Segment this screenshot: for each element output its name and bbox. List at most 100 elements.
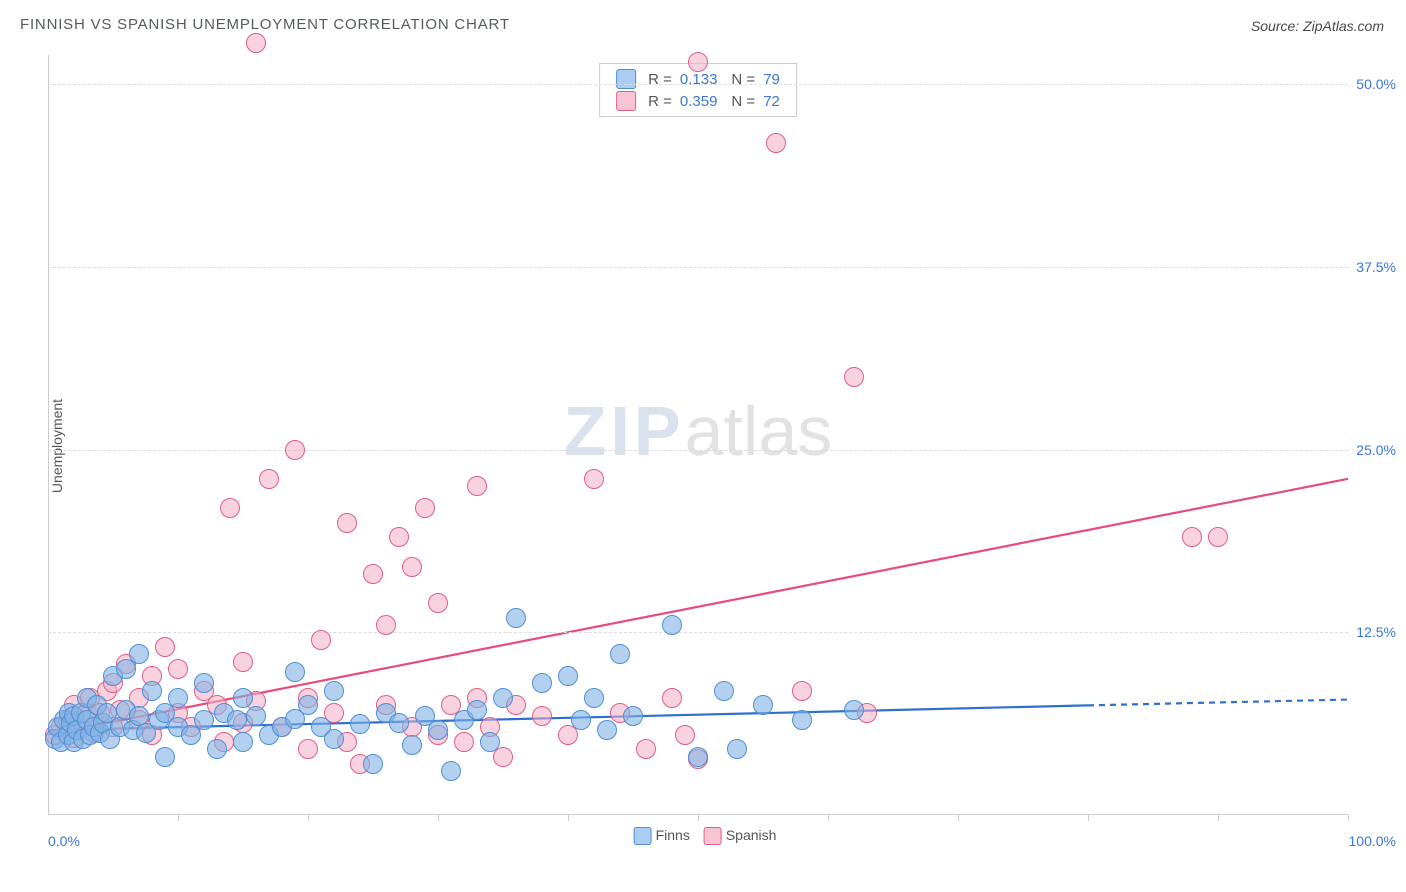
data-point-finns — [753, 695, 773, 715]
data-point-finns — [129, 644, 149, 664]
r-value: 0.359 — [676, 90, 722, 112]
data-point-spanish — [298, 739, 318, 759]
data-point-spanish — [428, 593, 448, 613]
y-axis — [48, 55, 49, 815]
trend-line — [1088, 700, 1348, 706]
data-point-finns — [623, 706, 643, 726]
x-tick — [828, 815, 829, 821]
data-point-finns — [350, 714, 370, 734]
data-point-finns — [194, 710, 214, 730]
data-point-finns — [467, 700, 487, 720]
n-value: 79 — [759, 68, 784, 90]
x-tick — [568, 815, 569, 821]
data-point-spanish — [415, 498, 435, 518]
chart-plot-area: ZIPatlas R =0.133N =79R =0.359N =72 Finn… — [48, 55, 1348, 815]
data-point-finns — [493, 688, 513, 708]
data-point-spanish — [233, 652, 253, 672]
n-label: N = — [721, 68, 759, 90]
y-tick-label: 25.0% — [1356, 442, 1396, 458]
y-tick-label: 12.5% — [1356, 624, 1396, 640]
x-axis-max-label: 100.0% — [1349, 833, 1396, 849]
data-point-finns — [610, 644, 630, 664]
data-point-finns — [597, 720, 617, 740]
data-point-finns — [227, 710, 247, 730]
gridline — [48, 450, 1348, 451]
gridline — [48, 84, 1348, 85]
x-tick — [698, 815, 699, 821]
chart-title: FINNISH VS SPANISH UNEMPLOYMENT CORRELAT… — [20, 16, 510, 33]
data-point-spanish — [389, 527, 409, 547]
data-point-finns — [142, 681, 162, 701]
data-point-finns — [233, 688, 253, 708]
data-point-finns — [688, 747, 708, 767]
data-point-finns — [441, 761, 461, 781]
data-point-spanish — [168, 659, 188, 679]
n-value: 72 — [759, 90, 784, 112]
data-point-spanish — [662, 688, 682, 708]
x-tick — [1088, 815, 1089, 821]
data-point-finns — [324, 681, 344, 701]
data-point-spanish — [1182, 527, 1202, 547]
data-point-spanish — [688, 52, 708, 72]
series-legend: Finns Spanish — [620, 827, 777, 845]
legend-swatch — [616, 91, 636, 111]
data-point-spanish — [467, 476, 487, 496]
data-point-spanish — [337, 513, 357, 533]
data-point-spanish — [402, 557, 422, 577]
r-label: R = — [644, 68, 676, 90]
data-point-finns — [402, 735, 422, 755]
legend-label: Finns — [656, 827, 690, 843]
data-point-spanish — [844, 367, 864, 387]
watermark-bold: ZIP — [564, 392, 685, 470]
data-point-finns — [727, 739, 747, 759]
x-tick — [1218, 815, 1219, 821]
data-point-spanish — [454, 732, 474, 752]
watermark-light: atlas — [685, 392, 833, 470]
data-point-spanish — [363, 564, 383, 584]
r-label: R = — [644, 90, 676, 112]
x-tick — [308, 815, 309, 821]
data-point-finns — [714, 681, 734, 701]
source-label: Source: ZipAtlas.com — [1251, 18, 1384, 34]
data-point-spanish — [1208, 527, 1228, 547]
x-axis-min-label: 0.0% — [48, 833, 80, 849]
data-point-spanish — [246, 33, 266, 53]
data-point-finns — [207, 739, 227, 759]
data-point-spanish — [532, 706, 552, 726]
data-point-finns — [506, 608, 526, 628]
x-tick — [958, 815, 959, 821]
data-point-finns — [389, 713, 409, 733]
legend-swatch — [616, 69, 636, 89]
data-point-finns — [233, 732, 253, 752]
data-point-spanish — [675, 725, 695, 745]
watermark: ZIPatlas — [564, 391, 833, 471]
gridline — [48, 632, 1348, 633]
data-point-spanish — [285, 440, 305, 460]
x-tick — [1348, 815, 1349, 821]
data-point-finns — [662, 615, 682, 635]
data-point-spanish — [220, 498, 240, 518]
data-point-spanish — [792, 681, 812, 701]
data-point-spanish — [311, 630, 331, 650]
gridline — [48, 267, 1348, 268]
data-point-finns — [584, 688, 604, 708]
legend-swatch — [704, 827, 722, 845]
y-tick-label: 37.5% — [1356, 259, 1396, 275]
data-point-finns — [168, 688, 188, 708]
data-point-finns — [298, 695, 318, 715]
data-point-finns — [480, 732, 500, 752]
data-point-spanish — [584, 469, 604, 489]
data-point-finns — [363, 754, 383, 774]
data-point-spanish — [259, 469, 279, 489]
y-tick-label: 50.0% — [1356, 76, 1396, 92]
data-point-finns — [558, 666, 578, 686]
data-point-finns — [571, 710, 591, 730]
data-point-spanish — [155, 637, 175, 657]
data-point-finns — [194, 673, 214, 693]
data-point-finns — [844, 700, 864, 720]
legend-label: Spanish — [726, 827, 777, 843]
data-point-finns — [285, 662, 305, 682]
data-point-finns — [246, 706, 266, 726]
data-point-finns — [324, 729, 344, 749]
legend-swatch — [634, 827, 652, 845]
